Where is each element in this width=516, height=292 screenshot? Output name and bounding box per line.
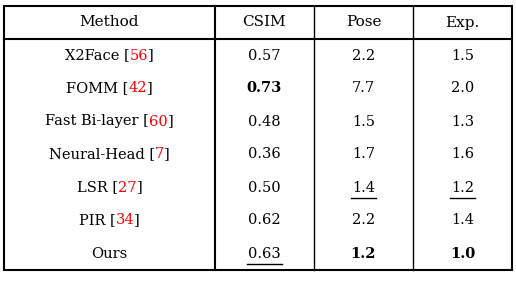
Text: 2.2: 2.2 [352,213,375,227]
Text: LSR [: LSR [ [77,180,118,194]
Text: FOMM [42]: FOMM [42] [66,81,153,95]
Text: ]: ] [164,147,170,161]
Text: 0.73: 0.73 [247,81,282,95]
Text: ]: ] [148,48,154,62]
Text: 1.2: 1.2 [351,246,376,260]
Text: Fast Bi-layer [: Fast Bi-layer [ [45,114,149,128]
Text: 1.4: 1.4 [451,213,474,227]
Text: 1.0: 1.0 [450,246,475,260]
Text: 27: 27 [118,180,136,194]
Text: 34: 34 [116,213,134,227]
Text: Method: Method [79,15,139,29]
Text: 0.50: 0.50 [248,180,281,194]
Text: 1.5: 1.5 [451,48,474,62]
Text: 0.63: 0.63 [248,246,281,260]
Text: 0.48: 0.48 [248,114,281,128]
Text: 1.4: 1.4 [352,180,375,194]
Text: X2Face [: X2Face [ [65,48,130,62]
Text: 60: 60 [149,114,168,128]
Text: PIR [: PIR [ [79,213,116,227]
Text: FOMM [: FOMM [ [66,81,128,95]
Text: Exp.: Exp. [445,15,479,29]
Text: Ours: Ours [91,246,127,260]
Text: ]: ] [168,114,173,128]
Text: 0.36: 0.36 [248,147,281,161]
Text: 7: 7 [155,147,164,161]
Text: Ours: Ours [91,246,127,260]
Text: Neural-Head [7]: Neural-Head [7] [49,147,170,161]
Text: 0.62: 0.62 [248,213,281,227]
Text: Pose: Pose [346,15,381,29]
Text: 42: 42 [128,81,147,95]
Text: 7.7: 7.7 [352,81,375,95]
Text: 56: 56 [130,48,148,62]
Text: CSIM: CSIM [243,15,286,29]
Text: Fast Bi-layer [60]: Fast Bi-layer [60] [45,114,173,128]
Text: 1.7: 1.7 [352,147,375,161]
Text: 1.5: 1.5 [352,114,375,128]
Text: LSR [27]: LSR [27] [77,180,142,194]
Text: Neural-Head [: Neural-Head [ [49,147,155,161]
Text: 2.2: 2.2 [352,48,375,62]
Text: 1.3: 1.3 [451,114,474,128]
Text: 1.2: 1.2 [451,180,474,194]
Text: 1.6: 1.6 [451,147,474,161]
Text: ]: ] [147,81,153,95]
Text: ]: ] [134,213,140,227]
Text: X2Face [56]: X2Face [56] [65,48,154,62]
Text: 2.0: 2.0 [451,81,474,95]
Text: ]: ] [136,180,142,194]
Text: PIR [34]: PIR [34] [79,213,140,227]
Text: 0.57: 0.57 [248,48,281,62]
